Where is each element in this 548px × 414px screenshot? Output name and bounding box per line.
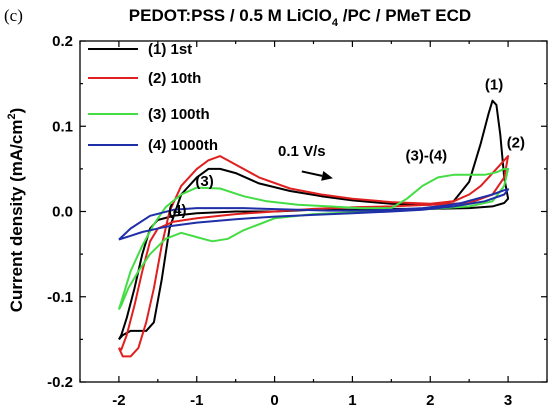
chart-title: PEDOT:PSS / 0.5 M LiClO4 /PC / PMeT ECD [129, 6, 471, 29]
x-tick-label-2: 0 [270, 392, 278, 409]
title-prefix: PEDOT:PSS / 0.5 M LiClO [129, 6, 332, 25]
y-tick-label-1: -0.1 [47, 289, 73, 306]
legend-label-2: (2) 10th [148, 70, 201, 87]
x-tick-label-5: 3 [504, 392, 512, 409]
y-tick-label-0: -0.2 [47, 374, 73, 391]
y-axis-label-close: ) [7, 108, 26, 114]
legend: (1) 1st (2) 10th (3) 100th (4) 1000th [88, 41, 218, 154]
series-curves [117, 99, 510, 358]
annotation-peak-3-4: (3)-(4) [406, 147, 448, 164]
series-line-3 [117, 167, 510, 310]
series-line-1 [118, 99, 510, 341]
x-tick-label-3: 1 [348, 392, 356, 409]
axis-ticks: -2 -1 0 1 2 3 -0.2 -0.1 0.0 0.1 0.2 [47, 33, 548, 409]
annotation-peak-1: (1) [485, 77, 503, 94]
annotation-label-4: (4) [168, 202, 186, 219]
title-suffix: /PC / PMeT ECD [338, 6, 471, 25]
legend-label-4: (4) 1000th [148, 137, 218, 154]
y-axis-label-text: Current density (mA/cm [7, 120, 26, 313]
title-subscript: 4 [332, 17, 339, 29]
x-tick-label-4: 2 [426, 392, 434, 409]
scan-direction-arrowhead [321, 171, 333, 181]
annotation-label-3: (3) [195, 173, 213, 190]
annotations: (1) (2) (3)-(4) (3) (4) 0.1 V/s [168, 77, 525, 219]
legend-label-1: (1) 1st [148, 41, 192, 58]
series-line-4 [118, 188, 510, 241]
y-tick-label-2: 0.0 [52, 204, 73, 221]
y-axis-label: Current density (mA/cm2) [6, 108, 26, 313]
y-tick-label-3: 0.1 [52, 118, 73, 135]
annotation-peak-2: (2) [507, 135, 525, 152]
scan-direction-arrow [301, 170, 323, 177]
x-tick-label-0: -2 [112, 392, 125, 409]
x-tick-label-1: -1 [190, 392, 203, 409]
y-tick-label-4: 0.2 [52, 33, 73, 50]
panel-label: (c) [4, 6, 23, 25]
y-axis-label-sup: 2 [6, 113, 18, 119]
legend-label-3: (3) 100th [148, 106, 210, 123]
annotation-scan-rate: 0.1 V/s [278, 143, 326, 160]
series-line-2 [117, 155, 510, 358]
plot-frame [79, 40, 548, 383]
